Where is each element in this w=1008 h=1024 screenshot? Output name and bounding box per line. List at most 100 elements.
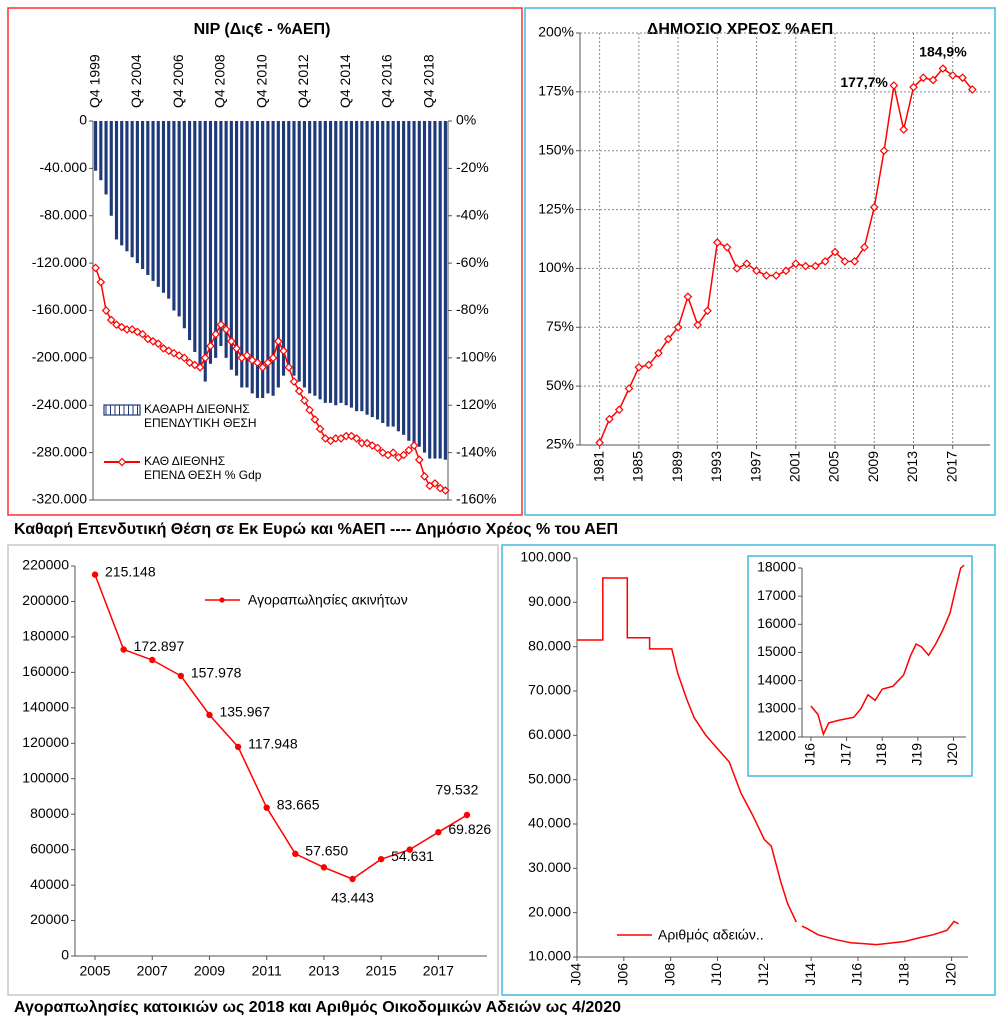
marker bbox=[404, 445, 414, 455]
y-tick-label: 0 bbox=[61, 947, 69, 963]
marker bbox=[268, 353, 278, 363]
y-tick-label: 16000 bbox=[757, 615, 796, 631]
y2-tick-label: -60% bbox=[456, 254, 489, 270]
x-tick-label: J08 bbox=[661, 963, 677, 986]
x-tick-label: J20 bbox=[944, 743, 960, 766]
marker bbox=[879, 146, 889, 156]
bar bbox=[188, 121, 192, 341]
marker bbox=[96, 277, 106, 287]
x-tick-label: Q4 2008 bbox=[212, 54, 228, 108]
x-tick-label: 2009 bbox=[194, 963, 225, 979]
y2-tick-label: -140% bbox=[456, 443, 496, 459]
bar bbox=[391, 121, 395, 427]
bar bbox=[370, 121, 374, 418]
marker bbox=[378, 448, 388, 457]
marker bbox=[242, 351, 252, 360]
bar bbox=[99, 121, 103, 181]
marker bbox=[948, 71, 958, 80]
data-label: 83.665 bbox=[277, 796, 320, 812]
y-tick-label: 18000 bbox=[757, 559, 796, 575]
y-tick-label: 160000 bbox=[22, 663, 69, 679]
bar bbox=[245, 121, 249, 388]
data-label: 157.978 bbox=[191, 665, 242, 681]
x-tick-label: 2013 bbox=[904, 451, 920, 482]
data-label: 177,7% bbox=[840, 74, 888, 90]
marker bbox=[292, 850, 299, 858]
legend-label-box: ΚΑΘ ΔΙΕΘΝΗΣ ΕΠΕΝΔ ΘΕΣΗ % Gdp bbox=[144, 454, 261, 482]
bar bbox=[381, 121, 385, 424]
chart-title: NIP (Δις€ - %ΑΕΠ) bbox=[194, 21, 331, 38]
y-tick-label: 150% bbox=[538, 141, 574, 157]
x-tick-label: Q4 2010 bbox=[253, 54, 269, 108]
marker bbox=[420, 471, 429, 481]
x-tick-label: 2017 bbox=[423, 963, 454, 979]
x-tick-label: J16 bbox=[802, 743, 818, 766]
data-label: 79.532 bbox=[436, 782, 479, 798]
marker bbox=[216, 320, 226, 330]
marker bbox=[899, 125, 909, 134]
panel-frame bbox=[524, 7, 996, 516]
marker bbox=[781, 266, 791, 276]
bar bbox=[355, 121, 359, 412]
bar bbox=[422, 121, 427, 453]
bar bbox=[334, 121, 338, 406]
bar bbox=[407, 121, 411, 441]
bar bbox=[193, 121, 197, 352]
bar bbox=[114, 121, 119, 240]
bar bbox=[375, 121, 380, 420]
data-label: 135.967 bbox=[219, 704, 270, 720]
x-tick-label: J16 bbox=[849, 963, 865, 986]
bar bbox=[135, 121, 139, 264]
y-tick-label: 180000 bbox=[22, 628, 69, 644]
x-tick-label: J12 bbox=[755, 963, 771, 986]
y-tick-label: 40.000 bbox=[528, 815, 571, 831]
x-tick-label: Q4 2006 bbox=[170, 54, 186, 108]
y-tick-label: 200000 bbox=[22, 592, 69, 608]
y-tick-label: 25% bbox=[546, 436, 574, 452]
marker bbox=[347, 431, 356, 441]
bar bbox=[428, 121, 432, 459]
x-tick-label: J06 bbox=[615, 963, 631, 986]
bar bbox=[281, 121, 286, 376]
marker bbox=[654, 348, 663, 358]
panel-frame bbox=[501, 544, 996, 996]
marker bbox=[712, 238, 722, 247]
y2-tick-label: -160% bbox=[456, 491, 496, 507]
bar bbox=[402, 121, 406, 435]
marker bbox=[195, 363, 205, 372]
y-tick-label: 100000 bbox=[22, 769, 69, 785]
bar bbox=[360, 121, 364, 412]
legend-label-box: ΚΑΘΑΡΗ ΔΙΕΘΝΗΣ ΕΠΕΝΔΥΤΙΚΗ ΘΕΣΗ bbox=[144, 402, 257, 430]
y-tick-label: 10.000 bbox=[528, 948, 571, 964]
y-tick-label: 0 bbox=[79, 112, 87, 128]
bar bbox=[339, 121, 343, 403]
legend-swatch bbox=[103, 404, 141, 416]
y-tick-label: 125% bbox=[538, 200, 574, 216]
marker bbox=[634, 362, 644, 372]
legend-swatch bbox=[219, 597, 225, 603]
y-tick-label: 140000 bbox=[22, 699, 69, 715]
marker bbox=[315, 424, 325, 434]
x-tick-label: J10 bbox=[708, 963, 724, 986]
y-tick-label: 175% bbox=[538, 83, 574, 99]
y-tick-label: 20000 bbox=[30, 911, 69, 927]
marker bbox=[840, 257, 850, 266]
y2-tick-label: -120% bbox=[456, 396, 496, 412]
x-tick-label: Q4 2012 bbox=[295, 54, 311, 108]
line bbox=[577, 577, 959, 946]
y-tick-label: -280.000 bbox=[32, 443, 87, 459]
marker bbox=[441, 486, 450, 495]
marker bbox=[801, 261, 810, 271]
y2-tick-label: -100% bbox=[456, 349, 496, 365]
bar bbox=[250, 121, 254, 394]
x-tick-label: 2001 bbox=[786, 451, 802, 482]
x-tick-label: 1993 bbox=[708, 451, 724, 482]
marker bbox=[414, 455, 424, 465]
x-tick-label: J20 bbox=[942, 963, 958, 986]
marker bbox=[362, 438, 372, 448]
bar bbox=[94, 121, 98, 171]
marker bbox=[300, 396, 309, 405]
y-tick-label: -40.000 bbox=[40, 159, 88, 175]
bar bbox=[261, 121, 265, 400]
marker bbox=[752, 266, 761, 276]
